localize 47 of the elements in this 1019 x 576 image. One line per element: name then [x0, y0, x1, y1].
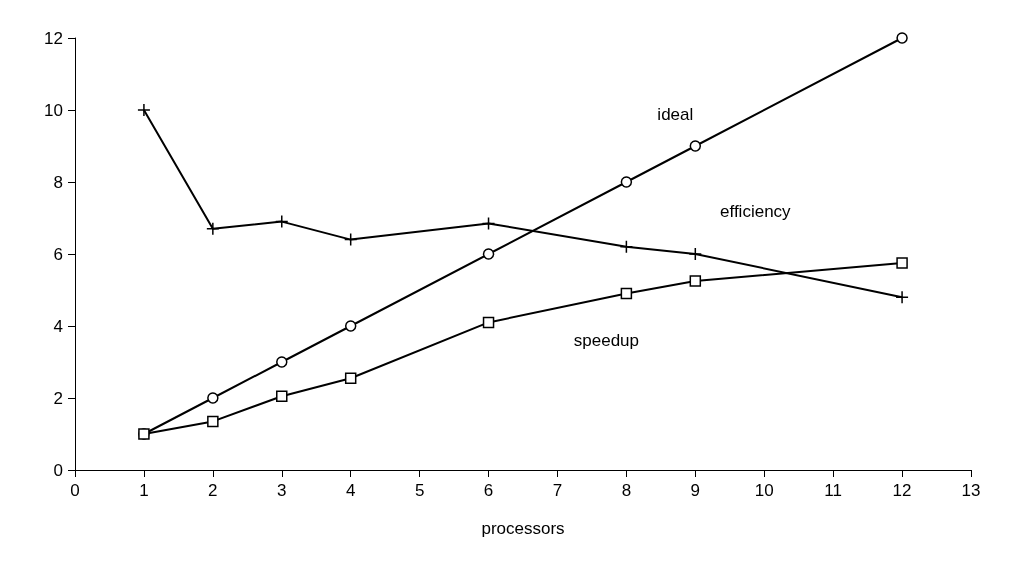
- point: [344, 320, 357, 332]
- y-tick-label: 4: [53, 316, 63, 336]
- y-tick-label: 8: [53, 172, 63, 192]
- x-tick-label: 9: [690, 481, 701, 500]
- x-tick-label: 0: [70, 481, 80, 500]
- x-tick-label: 5: [414, 481, 425, 500]
- x-tick-label: 3: [277, 481, 287, 500]
- series-label: ideal: [657, 105, 694, 125]
- point: [276, 356, 288, 368]
- point: [343, 232, 358, 247]
- point: [619, 240, 634, 254]
- point: [896, 257, 908, 269]
- y-tick-label: 12: [44, 28, 63, 48]
- point: [481, 216, 496, 231]
- x-tick-label: 7: [552, 481, 563, 500]
- y-tick-label: 10: [44, 100, 63, 120]
- x-tick-label: 11: [824, 481, 842, 500]
- series-label: speedup: [573, 331, 639, 351]
- point: [207, 415, 219, 428]
- point: [206, 222, 220, 236]
- x-axis-title: processors: [481, 519, 565, 538]
- text: efficiency: [720, 202, 792, 222]
- x-tick-label: 6: [483, 481, 494, 500]
- x-tick-label: 8: [621, 481, 632, 500]
- point: [344, 372, 357, 384]
- point: [688, 247, 703, 261]
- x-tick-label: 2: [208, 481, 218, 500]
- x-tick-label: 1: [139, 481, 149, 500]
- y-tick-label: 6: [53, 244, 63, 264]
- point: [482, 316, 495, 329]
- point: [895, 290, 909, 304]
- point: [689, 275, 702, 287]
- point: [620, 176, 633, 188]
- point: [689, 140, 702, 152]
- point: [137, 103, 151, 117]
- y-tick-label: 0: [53, 460, 63, 480]
- point: [276, 390, 288, 402]
- point: [620, 287, 633, 300]
- point: [207, 392, 219, 404]
- y-tick-label: 2: [53, 388, 63, 408]
- point: [275, 214, 289, 229]
- point: [482, 248, 495, 260]
- x-tick-label: 10: [754, 481, 774, 500]
- x-tick-label: 13: [961, 481, 981, 500]
- x-tick-label: 4: [345, 481, 356, 500]
- x-tick-label: 12: [892, 481, 912, 500]
- point: [896, 32, 908, 44]
